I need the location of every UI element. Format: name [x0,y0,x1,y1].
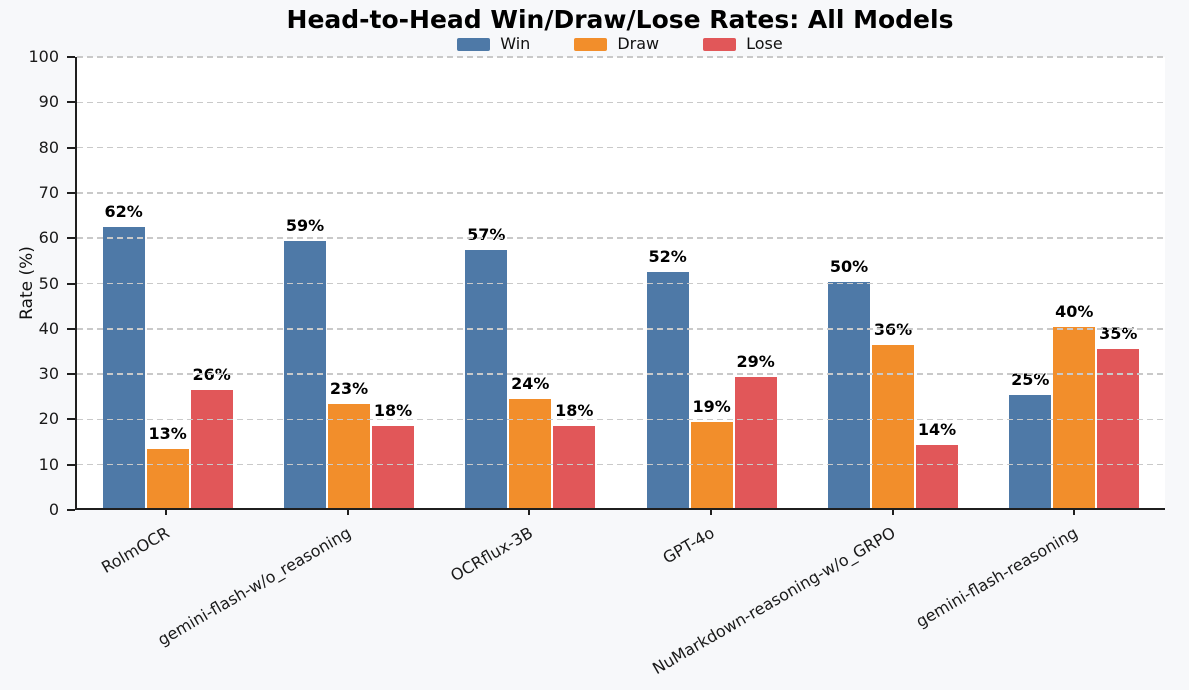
x-tick-label: gemini-flash-reasoning [912,523,1081,632]
bar-value-label: 52% [648,247,687,267]
bar-value-label: 18% [373,401,413,421]
x-tick-mark [709,510,712,515]
bar-value-label: 24% [511,374,550,394]
gridline [77,463,1165,466]
y-tick-mark [67,146,75,149]
x-tick-label: OCRflux-3B [446,523,536,586]
gridline [77,328,1165,330]
bar-win: 50% [827,257,870,508]
y-axis: 0 10 20 30 40 50 60 70 80 90 100 [0,47,75,519]
legend-swatch-draw [574,37,608,51]
bar-value-label: 40% [1055,301,1094,321]
x-tick-mark [164,510,167,515]
bar-group: 50% 36% 14% [802,57,983,508]
gridline [77,373,1165,375]
plot-area: 62%13%26%59%23%18%57%24%18%52%19%29%50%3… [75,56,1165,510]
bar-value-label: 50% [829,256,869,276]
y-tick-label: 10 [38,454,59,474]
y-tick-mark [67,418,75,421]
bar-lose: 14% [915,420,958,508]
y-tick-mark [67,282,75,285]
bar-draw: 40% [1053,302,1096,508]
y-tick-label: 80 [38,137,59,157]
gridline [77,282,1165,285]
bar-draw: 36% [871,320,914,508]
y-tick-label: 40 [38,318,59,338]
x-axis: RolmOCR gemini-flash-w/o_reasoning OCRflux… [75,510,1165,690]
bar-value-label: 14% [917,419,957,439]
bar-lose: 29% [734,352,777,508]
gridline [77,101,1165,104]
legend-item: Draw [574,36,659,52]
bar-win: 52% [646,247,689,508]
gridline [77,56,1165,58]
legend-item: Lose [703,36,783,52]
legend-label: Draw [617,34,660,53]
bar-win: 57% [465,225,508,508]
legend: Win Draw Lose [75,36,1165,52]
y-tick-label: 30 [38,364,59,384]
y-tick-mark [67,56,75,58]
chart-title: Head-to-Head Win/Draw/Lose Rates: All Mo… [286,5,954,34]
bar-value-label: 18% [555,401,594,421]
x-tick-label: GPT-4o [659,523,718,568]
bar-win: 25% [1009,370,1052,508]
bar-value-label: 19% [692,396,731,416]
y-tick-label: 50 [38,273,59,293]
y-tick-label: 100 [28,47,59,66]
bar-lose: 18% [371,401,414,508]
bar-group: 52% 19% 29% [621,57,802,508]
bar-draw: 13% [146,424,189,508]
y-tick-mark [67,373,75,376]
bar-lose: 18% [553,401,596,508]
bar-lose: 35% [1097,324,1140,508]
y-tick-mark [67,101,75,104]
bar-value-label: 59% [285,215,325,235]
x-tick-label: RolmOCR [97,523,173,578]
gridline [77,237,1165,239]
gridline [77,418,1165,421]
bar-value-label: 62% [104,202,143,222]
bar-group: 25% 40% 35% [984,57,1165,508]
y-tick-label: 60 [38,228,59,248]
y-tick-mark [67,237,75,240]
bar-draw: 24% [509,374,552,508]
y-tick-label: 20 [38,409,59,429]
y-tick-label: 90 [38,92,59,112]
x-tick-label: gemini-flash-w/o_reasoning [154,523,354,650]
bar-value-label: 29% [736,351,775,371]
x-tick-mark [891,510,894,515]
bar-lose: 26% [190,365,233,508]
bar-win: 62% [102,202,145,508]
y-tick-mark [67,191,75,194]
bar-draw: 23% [327,379,370,508]
y-tick-mark [67,327,75,330]
legend-label: Lose [746,34,783,53]
bar-value-label: 13% [148,424,187,444]
legend-swatch-lose [703,37,737,51]
legend-label: Win [500,34,531,53]
gridline [77,192,1165,194]
bar-value-label: 57% [467,224,506,244]
y-tick-label: 70 [38,182,59,202]
y-tick-label: 0 [48,500,59,519]
x-tick-mark [346,510,349,515]
gridline [77,146,1165,149]
x-tick-mark [1073,510,1076,515]
legend-item: Win [457,36,530,52]
legend-swatch-win [457,37,491,51]
y-tick-mark [67,463,75,466]
x-tick-mark [528,510,531,515]
y-tick-mark [67,509,75,511]
bar-value-label: 23% [329,378,369,398]
